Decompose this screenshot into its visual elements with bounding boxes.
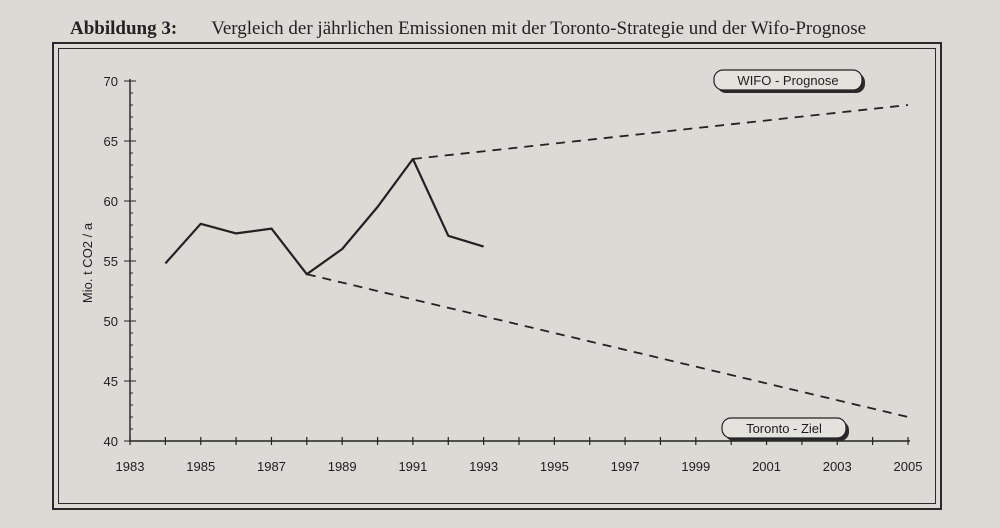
y-tick-label: 55 [104,254,118,269]
chart-frame-outer [52,42,942,510]
figure-caption: Abbildung 3: Vergleich der jährlichen Emi… [70,18,866,40]
x-tick-label: 1989 [328,459,357,474]
x-tick-label: 2003 [823,459,852,474]
y-axis-label: Mio. t CO2 / a [80,222,95,303]
x-tick-label: 1999 [681,459,710,474]
figure-title: Vergleich der jährlichen Emissionen mit … [211,18,867,39]
x-tick-label: 2005 [894,459,923,474]
series-toronto-target-line [306,273,909,418]
legend-wifo-box [713,69,863,91]
x-tick-label: 1991 [398,459,427,474]
x-tick-label: 1995 [540,459,569,474]
y-tick-label: 65 [104,134,118,149]
figure-label: Abbildung 3: [70,18,178,39]
y-tick-label: 60 [104,194,118,209]
legend-toronto-label: Toronto - Ziel [746,421,822,436]
y-tick-label: 50 [104,314,118,329]
legend-wifo-label: WIFO - Prognose [737,73,838,88]
y-tick-label: 70 [104,74,118,89]
x-tick-label: 1987 [257,459,286,474]
x-tick-label: 1997 [611,459,640,474]
series-emissions-line [164,157,484,276]
chart-frame-inner [58,48,936,504]
legend-toronto-box [721,417,847,439]
series-wifo-forecast-line [412,104,909,160]
x-tick-label: 1993 [469,459,498,474]
y-tick-label: 45 [104,374,118,389]
x-tick-label: 2001 [752,459,781,474]
x-tick-label: 1985 [186,459,215,474]
x-tick-label: 1983 [116,459,145,474]
y-tick-label: 40 [104,434,118,449]
